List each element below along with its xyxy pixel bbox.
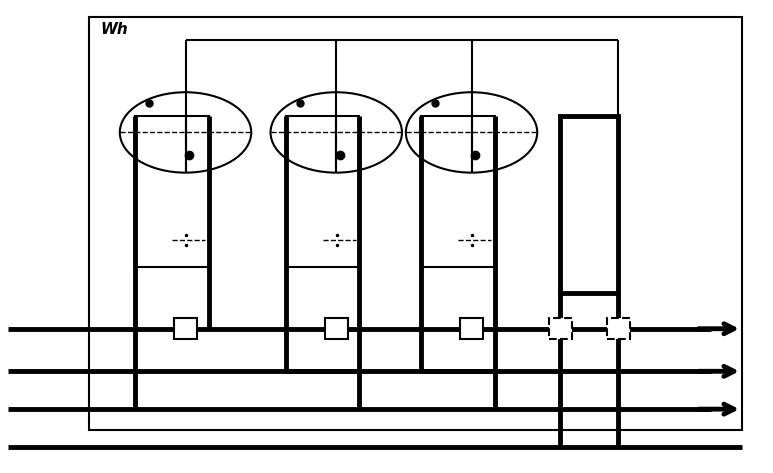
Text: Wh: Wh [100,22,128,37]
Bar [174,318,197,340]
Bar [135,116,209,267]
Bar [560,116,618,293]
Bar [549,318,572,340]
Bar [325,318,348,340]
Bar [460,318,483,340]
Bar [89,17,742,430]
Bar [607,318,630,340]
Bar [421,116,495,267]
Bar [286,116,359,267]
